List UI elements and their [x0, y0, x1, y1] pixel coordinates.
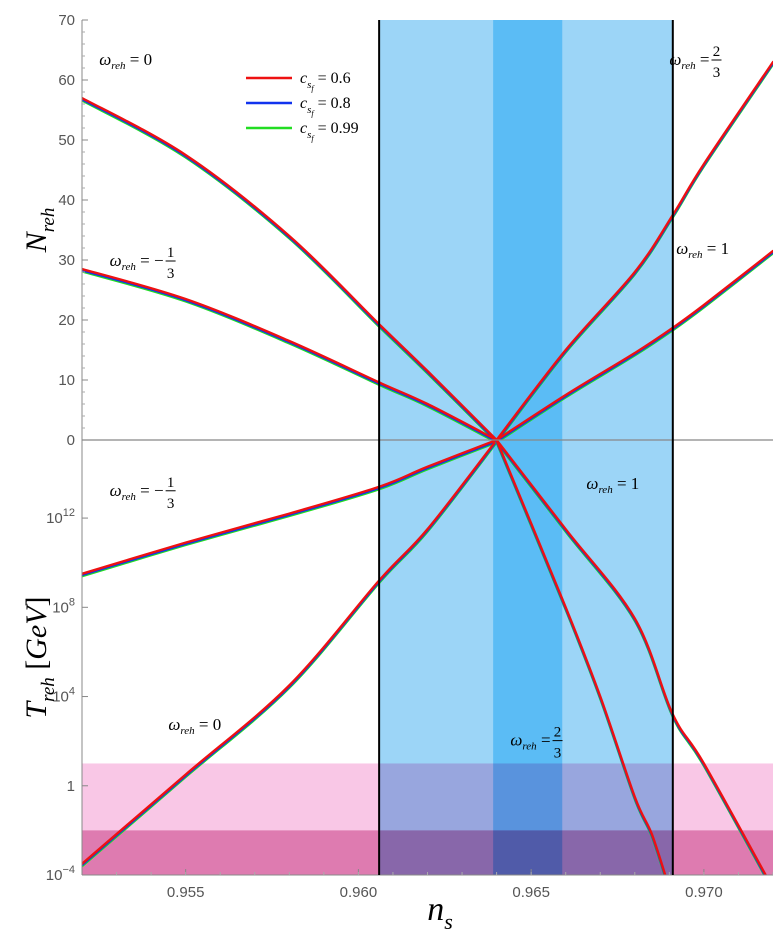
top-y-tick-label: 20: [58, 312, 75, 329]
top-y-tick-label: 60: [58, 72, 75, 89]
top-w-label-2: ωreh =: [669, 50, 709, 72]
top-curve-w1-c0: [495, 249, 773, 440]
top-y-tick-label: 70: [58, 12, 75, 29]
top-curve-w0-c0: [82, 96, 498, 440]
bottom-w-label-0-frac-num: 1: [167, 475, 175, 491]
top-w-label-2-frac-den: 3: [713, 65, 721, 81]
bottom-y-axis-title: Treh [GeV]: [20, 596, 59, 718]
x-tick-label: 0.965: [512, 884, 550, 901]
x-tick-label: 0.960: [340, 884, 378, 901]
dark-pink-region: [82, 830, 773, 875]
bottom-curve-w-1-3-c0: [82, 440, 498, 575]
bottom-y-tick-label: 108: [52, 596, 75, 616]
bottom-y-tick-label: 1012: [46, 507, 75, 527]
top-y-tick-label: 0: [67, 432, 75, 449]
bottom-w-label-1: ωreh = 1: [586, 474, 639, 496]
planck-bands: [379, 20, 673, 875]
bottom-w-label-0: ωreh = −: [110, 481, 164, 503]
top-w-label-0: ωreh = 0: [99, 50, 152, 72]
bottom-w-label-3-frac-num: 2: [554, 725, 562, 741]
tick-labels: 0 10 20 30 40 50 60 70 10−4 1 104 108 1012 0.955 0.960…: [46, 12, 773, 901]
bottom-y-tick-label: 1: [67, 778, 75, 795]
bottom-w-label-3-frac-den: 3: [554, 746, 562, 762]
legend-label-0: csf = 0.6: [300, 70, 351, 93]
bottom-curve-w2-3-c0: [495, 440, 667, 875]
bottom-curve-w1-c0: [495, 440, 767, 875]
curves: [82, 60, 773, 875]
bottom-w-label-0-frac-den: 3: [167, 496, 175, 512]
planck-band-inner: [493, 20, 563, 875]
top-w-label-1: ωreh = −: [110, 251, 164, 273]
bottom-w-label-3: ωreh =: [510, 731, 550, 753]
top-w-label-1-frac-den: 3: [167, 266, 175, 282]
top-w-label-2-frac-num: 2: [713, 44, 721, 60]
top-w-label-1-frac-num: 1: [167, 245, 175, 261]
legend-label-1: csf = 0.8: [300, 95, 351, 118]
bottom-y-tick-label: 10−4: [46, 864, 75, 884]
bottom-curve-w0-c0: [82, 440, 498, 865]
top-y-tick-label: 40: [58, 192, 75, 209]
top-curve-w-1-3-c0: [82, 267, 498, 440]
bottom-curves: [82, 440, 767, 875]
axis-titles: Nreh Treh [GeV] ns: [20, 208, 453, 934]
top-w-label-3: ωreh = 1: [676, 239, 729, 261]
excluded-regions: [82, 763, 773, 875]
top-y-tick-label: 50: [58, 132, 75, 149]
bottom-w-label-2: ωreh = 0: [168, 715, 221, 737]
x-tick-label: 0.955: [167, 884, 205, 901]
bottom-y-tick-label: 104: [52, 686, 75, 706]
top-y-tick-label: 30: [58, 252, 75, 269]
top-curves: [82, 60, 773, 440]
legend-label-2: csf = 0.99: [300, 120, 359, 143]
x-tick-label: 0.970: [685, 884, 723, 901]
frame: [81, 20, 773, 876]
top-curve-w2-3-c0: [495, 60, 773, 440]
top-y-axis-title: Nreh: [20, 208, 59, 254]
top-y-tick-label: 10: [58, 372, 75, 389]
x-axis-title: ns: [427, 891, 453, 934]
